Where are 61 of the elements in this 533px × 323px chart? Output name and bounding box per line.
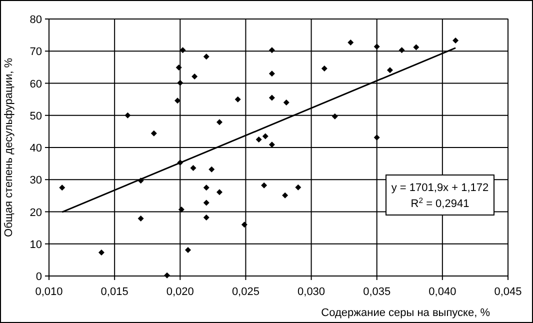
point — [348, 39, 354, 46]
point — [203, 200, 210, 206]
point — [216, 189, 222, 196]
point — [256, 136, 262, 142]
point — [177, 80, 184, 86]
point — [203, 214, 210, 221]
point — [164, 272, 170, 278]
point — [150, 130, 157, 136]
x-tick-label: 0,015 — [100, 286, 128, 298]
point — [59, 184, 66, 191]
point — [268, 70, 275, 77]
y-tick-label: 10 — [30, 238, 42, 251]
y-tick-label: 60 — [30, 78, 42, 90]
point — [398, 47, 405, 54]
point — [98, 250, 104, 256]
point — [374, 134, 380, 141]
point — [138, 215, 144, 222]
point — [234, 96, 241, 102]
x-tick-label: 0,040 — [428, 286, 456, 298]
annotation: R$^{2}$ = 0,2941 — [410, 196, 470, 210]
point — [190, 165, 196, 172]
point — [321, 65, 328, 72]
y-tick-label: 20 — [30, 206, 42, 219]
y-tick-label: 50 — [30, 110, 42, 122]
x-tick-label: 0,045 — [494, 286, 522, 298]
y-tick-label: 80 — [30, 14, 42, 26]
x-tick-label: 0,030 — [298, 286, 326, 298]
point — [262, 133, 268, 140]
point — [283, 100, 290, 106]
point — [241, 222, 248, 228]
point — [178, 206, 184, 212]
annotation: y = 1701,9x + 1,172 — [391, 182, 489, 194]
point — [124, 112, 131, 118]
x-tick-label: 0,035 — [363, 286, 391, 298]
point — [216, 119, 222, 126]
x-tick-label: 0,025 — [232, 286, 260, 298]
point — [413, 44, 420, 50]
y-tick-label: 30 — [30, 174, 42, 187]
point — [386, 67, 393, 74]
point — [452, 38, 459, 44]
point — [268, 47, 275, 54]
x-axis-title: Содержание серы на выпуске, % — [321, 307, 490, 319]
point — [374, 44, 380, 50]
y-axis-title: Общая степень десульфурации, % — [3, 58, 15, 237]
point — [185, 246, 192, 253]
y-tick-label: 70 — [30, 46, 42, 58]
point — [282, 192, 288, 198]
x-tick-label: 0,010 — [35, 286, 63, 298]
point — [192, 74, 198, 80]
x-tick-label: 0,020 — [166, 286, 194, 298]
point — [332, 113, 338, 120]
point — [208, 166, 215, 172]
point — [261, 182, 268, 188]
y-tick-label: 0 — [36, 271, 42, 283]
point — [180, 47, 186, 54]
y-tick-label: 40 — [30, 142, 42, 154]
point — [203, 54, 210, 60]
point — [295, 184, 302, 190]
point — [268, 94, 275, 101]
point — [203, 184, 210, 191]
point — [176, 64, 182, 71]
